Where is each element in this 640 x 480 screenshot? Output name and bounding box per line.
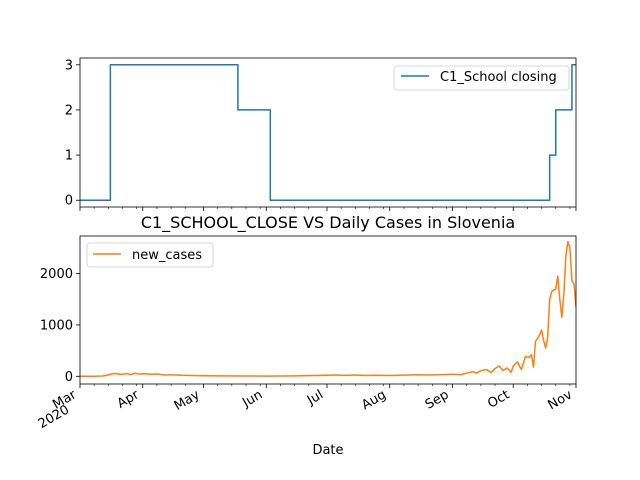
top-series-line-0 (80, 64, 576, 201)
x-tick-label-jul: Jul (304, 387, 326, 408)
bottom-y-tick-label: 2000 (40, 267, 73, 282)
bottom-y-tick-label: 0 (65, 370, 73, 385)
bottom-series-line-0 (80, 240, 576, 378)
top-y-ticks: 0 1 2 3 (65, 58, 80, 209)
top-legend: C1_School closing (393, 65, 570, 91)
chart-title: C1_SCHOOL_CLOSE VS Daily Cases in Sloven… (141, 213, 515, 233)
bottom-legend: new_cases (86, 242, 214, 268)
x-axis-label: Date (312, 443, 343, 458)
top-y-tick-label: 0 (65, 194, 73, 209)
bottom-legend-box (86, 242, 214, 268)
bottom-y-tick-label: 1000 (40, 318, 73, 333)
top-legend-box (393, 65, 570, 91)
bottom-y-ticks: 0 1000 2000 (40, 267, 80, 385)
bottom-series-group (80, 240, 576, 378)
top-y-tick-label: 2 (65, 103, 73, 118)
top-series-group (80, 64, 576, 201)
top-y-tick-label: 3 (65, 58, 73, 73)
top-subplot: 0 1 2 3 C1_School closing (65, 57, 577, 211)
bottom-axes-frame (79, 235, 577, 385)
top-legend-label: C1_School closing (440, 70, 557, 85)
top-y-tick-label: 1 (65, 149, 73, 164)
top-axes-frame (79, 57, 577, 208)
bottom-legend-label: new_cases (132, 248, 202, 263)
